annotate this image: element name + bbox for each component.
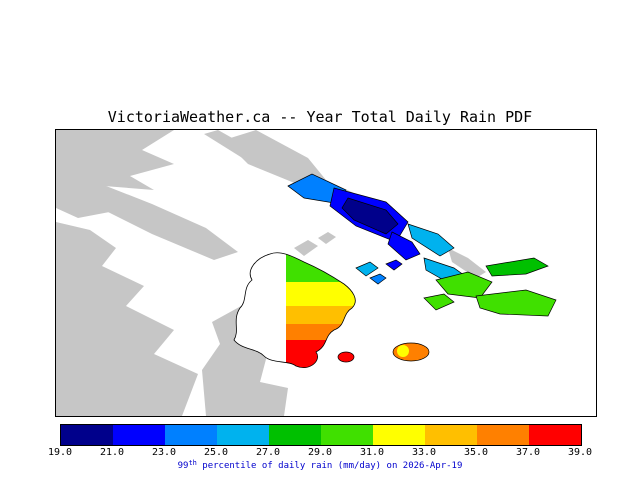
colorbar-segment [373,425,425,445]
caption-superscript: th [188,459,197,467]
colorbar-tick-label: 37.0 [515,447,541,458]
caption-text: percentile of daily rain (mm/day) on 202… [196,461,463,471]
colorbar-segment [113,425,165,445]
patch-green-small-island [423,293,455,311]
patch-cyan-islet [355,261,379,277]
colorbar-ticks: 19.0 21.0 23.0 25.0 27.0 29.0 31.0 33.0 35.0 37.0… [48,447,592,459]
patch-blue-islet-2 [385,259,403,271]
data-patch-group [287,173,557,317]
colorbar-segment [321,425,373,445]
patch-navy-core [341,197,399,235]
central-island-outline [233,252,356,368]
colorbar-segment [425,425,477,445]
map-svg [56,130,596,416]
band-amber [286,306,356,324]
patch-blue-lower [387,231,421,261]
patch-green-thin-island [485,257,549,277]
colorbar-segment [477,425,529,445]
colorbar-tick-label: 19.0 [47,447,73,458]
caption: 99th percentile of daily rain (mm/day) o… [0,459,640,471]
map-frame [55,129,597,417]
colorbar-tick-label: 21.0 [99,447,125,458]
colorbar-segment [217,425,269,445]
colorbar-tick-label: 39.0 [567,447,593,458]
land-saanich-peninsula [202,300,288,416]
land-small-islet-2 [318,232,336,244]
colorbar [60,424,582,446]
colorbar-tick-label: 23.0 [151,447,177,458]
colorbar-tick-label: 35.0 [463,447,489,458]
colorbar-tick-label: 29.0 [307,447,333,458]
colorbar-tick-label: 33.0 [411,447,437,458]
colorbar-segment [529,425,581,445]
patch-cyan-upper [407,223,455,257]
colorbar-tick-label: 31.0 [359,447,385,458]
land-west-coast [56,222,198,416]
patch-green-upper-island [435,271,493,299]
caption-prefix: 99 [177,461,189,471]
land-peninsula-arm [86,182,238,260]
colorbar-tick-label: 27.0 [255,447,281,458]
landmass-group [56,130,486,416]
page-title: VictoriaWeather.ca -- Year Total Daily R… [107,108,533,126]
land-northwest-corner [56,130,174,218]
colorbar-segment [61,425,113,445]
land-island-tail [448,248,486,278]
colorbar-segment [165,425,217,445]
colorbar-segment [269,425,321,445]
land-small-islet-1 [294,240,318,256]
patch-orange-islet-yellow-center [397,345,409,357]
colorbar-tick-label: 25.0 [203,447,229,458]
patch-blue-islet-1 [369,273,387,285]
patch-green-east-island [475,289,557,317]
hotspot-group [337,342,430,363]
patch-red-islet [337,351,355,363]
band-yellow [286,282,356,306]
